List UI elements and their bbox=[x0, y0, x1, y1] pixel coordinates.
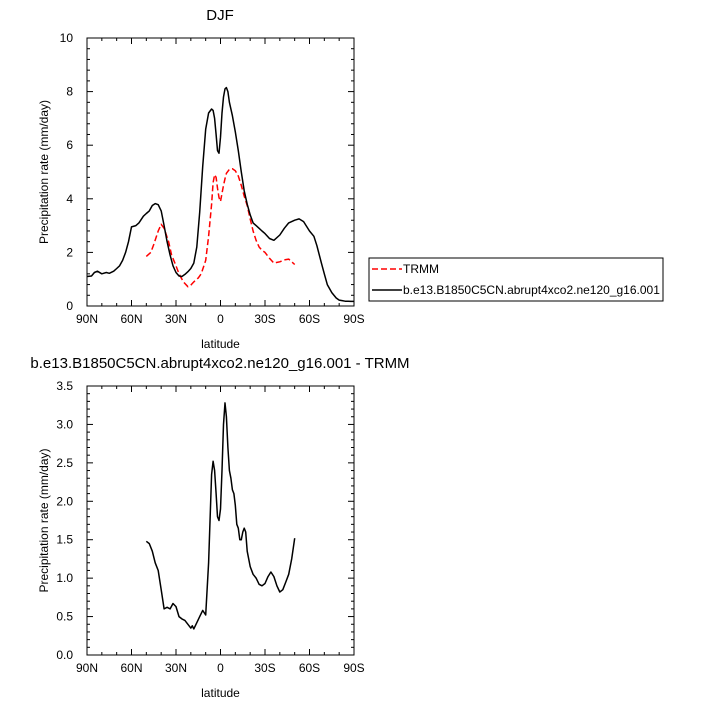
legend-label-trmm: TRMM bbox=[403, 262, 439, 276]
top-x-axis-label: latitude bbox=[201, 337, 240, 351]
x-tick-label: 90N bbox=[76, 312, 98, 326]
top-y-axis-label: Precipitation rate (mm/day) bbox=[37, 100, 51, 244]
y-tick-label: 6 bbox=[66, 138, 73, 152]
top-chart-title: DJF bbox=[206, 7, 234, 24]
bottom-x-axis-label: latitude bbox=[201, 686, 240, 700]
x-tick-label: 30N bbox=[165, 661, 187, 675]
y-tick-label: 2.0 bbox=[56, 494, 73, 508]
legend: TRMM b.e13.B1850C5CN.abrupt4xco2.ne120_g… bbox=[368, 257, 664, 302]
bottom-chart-title: b.e13.B1850C5CN.abrupt4xco2.ne120_g16.00… bbox=[30, 355, 409, 372]
x-tick-label: 60N bbox=[120, 312, 142, 326]
y-tick-label: 2.5 bbox=[56, 456, 73, 470]
y-tick-label: 10 bbox=[60, 31, 74, 45]
bottom-panel: b.e13.B1850C5CN.abrupt4xco2.ne120_g16.00… bbox=[30, 355, 409, 700]
bottom-plot-frame bbox=[86, 385, 355, 656]
y-tick-label: 1.5 bbox=[56, 533, 73, 547]
x-tick-label: 30S bbox=[254, 661, 275, 675]
top-tick-labels: 90N 60N 30N 0 30S 60S 90S 0 2 4 6 8 10 bbox=[60, 31, 365, 326]
x-tick-label: 60N bbox=[120, 661, 142, 675]
x-tick-label: 90S bbox=[343, 661, 364, 675]
bottom-axis-ticks bbox=[86, 385, 355, 656]
x-tick-label: 60S bbox=[299, 312, 320, 326]
y-tick-label: 8 bbox=[66, 85, 73, 99]
bottom-series-group bbox=[145, 402, 296, 630]
legend-frame bbox=[368, 257, 664, 302]
y-tick-label: 2 bbox=[66, 245, 73, 259]
top-series-group bbox=[86, 86, 354, 303]
x-tick-label: 0 bbox=[217, 661, 224, 675]
top-plot-frame bbox=[86, 37, 355, 307]
y-tick-label: 3.5 bbox=[56, 379, 73, 393]
y-tick-label: 0.0 bbox=[56, 648, 73, 662]
x-tick-label: 90N bbox=[76, 661, 98, 675]
x-tick-label: 60S bbox=[299, 661, 320, 675]
y-tick-label: 1.0 bbox=[56, 571, 73, 585]
x-tick-label: 0 bbox=[217, 312, 224, 326]
series-line-1 bbox=[86, 86, 354, 303]
series-line-0 bbox=[145, 402, 296, 630]
bottom-y-axis-label: Precipitation rate (mm/day) bbox=[37, 448, 51, 592]
y-tick-label: 4 bbox=[66, 192, 73, 206]
y-tick-label: 3.0 bbox=[56, 417, 73, 431]
top-axis-ticks bbox=[86, 37, 355, 307]
series-line-0 bbox=[145, 168, 296, 288]
bottom-tick-labels: 90N 60N 30N 0 30S 60S 90S 0.0 0.5 1.0 1.5 2.0 2.5 3.0… bbox=[56, 379, 364, 675]
y-tick-label: 0.5 bbox=[56, 610, 73, 624]
legend-label-model: b.e13.B1850C5CN.abrupt4xco2.ne120_g16.00… bbox=[403, 283, 660, 297]
x-tick-label: 30N bbox=[165, 312, 187, 326]
y-tick-label: 0 bbox=[66, 299, 73, 313]
x-tick-label: 90S bbox=[343, 312, 364, 326]
x-tick-label: 30S bbox=[254, 312, 275, 326]
